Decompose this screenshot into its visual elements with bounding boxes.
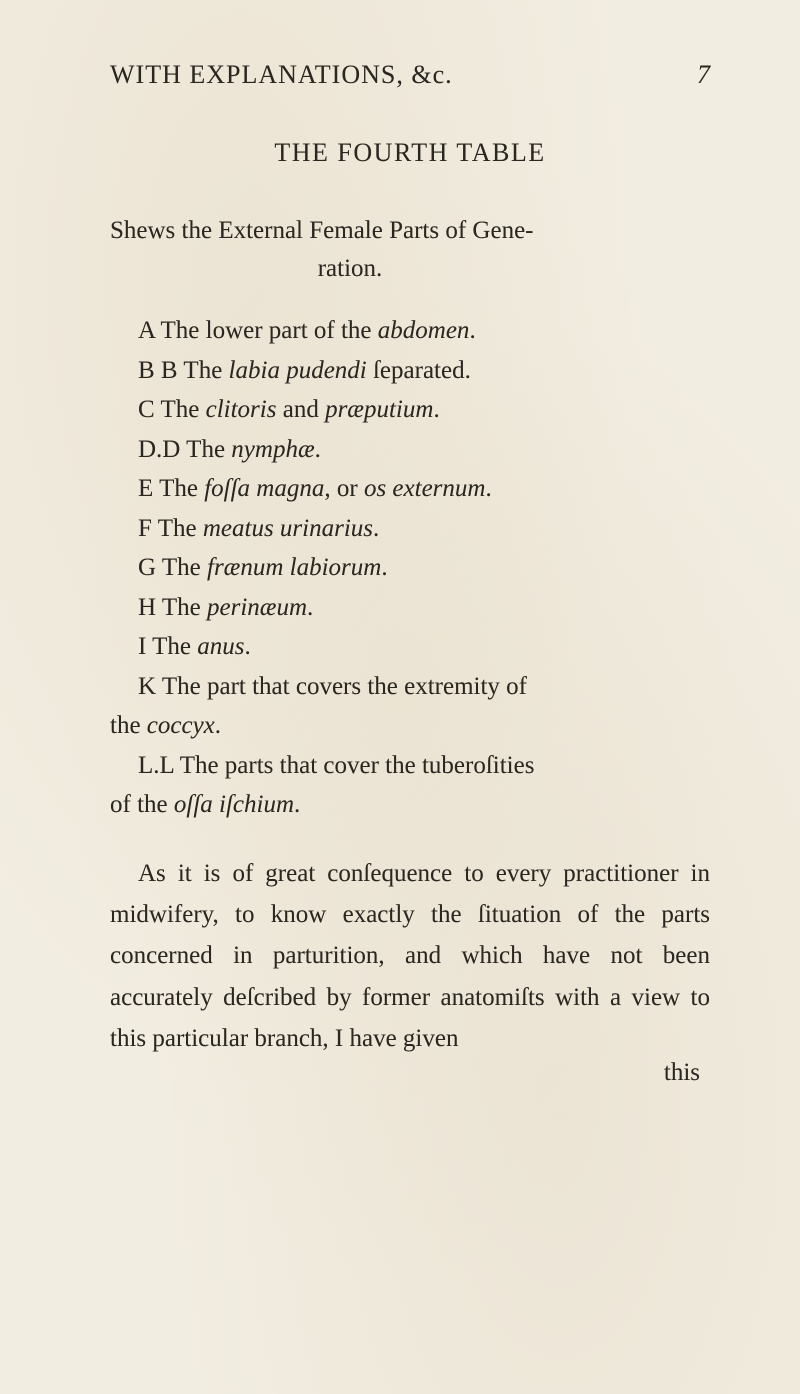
entry-f: F The meatus urinarius. — [110, 509, 710, 549]
entry-italic: perinæum — [207, 594, 307, 621]
entry-after: . — [433, 396, 439, 423]
entry-text: The parts that cover the tuberoſities — [180, 752, 535, 779]
entry-e: E The foſſa magna, or os externum. — [110, 469, 710, 509]
entry-italic: clitoris — [206, 396, 277, 423]
entry-italic: foſſa magna — [204, 475, 324, 502]
entry-label: C — [138, 396, 155, 423]
entry-label: H — [138, 594, 156, 621]
entry-cont-italic: coccyx — [147, 712, 215, 739]
entry-label: L.L — [138, 752, 174, 779]
entry-a: A The lower part of the abdomen. — [110, 311, 710, 351]
entry-text: The — [186, 436, 231, 463]
entry-label: E — [138, 475, 153, 502]
catchword: this — [110, 1059, 710, 1087]
shews-line-1: Shews the External Female Parts of Gene- — [110, 210, 710, 251]
entry-italic: anus — [197, 633, 244, 660]
entry-after: . — [315, 436, 321, 463]
entry-italic2: os externum — [364, 475, 486, 502]
entry-after: . — [373, 515, 379, 542]
entry-text: The part that covers the extremity of — [162, 673, 527, 700]
final-paragraph: As it is of great conſequence to every p… — [110, 853, 710, 1059]
entry-italic: nymphæ — [231, 436, 314, 463]
running-head: WITH EXPLANATIONS, &c. 7 — [110, 60, 710, 90]
entry-italic: abdomen — [378, 317, 470, 344]
entry-label: G — [138, 554, 156, 581]
entry-bb: B B The labia pudendi ſeparated. — [110, 351, 710, 391]
entry-mid: and — [276, 396, 325, 423]
page-number: 7 — [697, 60, 710, 90]
entry-cont-italic: oſſa iſchium — [174, 791, 294, 818]
entry-text: The — [152, 633, 197, 660]
entry-after: . — [485, 475, 491, 502]
entry-label: A — [138, 317, 155, 344]
entry-text: The — [162, 554, 207, 581]
entry-label: K — [138, 673, 156, 700]
entry-after: . — [381, 554, 387, 581]
entry-label: B B — [138, 357, 178, 384]
entry-label: D.D — [138, 436, 180, 463]
page-container: WITH EXPLANATIONS, &c. 7 THE FOURTH TABL… — [0, 0, 800, 1394]
paragraph-break — [110, 825, 710, 849]
entry-h: H The perinæum. — [110, 588, 710, 628]
entry-dd: D.D The nymphæ. — [110, 430, 710, 470]
entry-after: . — [245, 633, 251, 660]
entry-italic: meatus urinarius — [203, 515, 373, 542]
running-head-text: WITH EXPLANATIONS, &c. — [110, 60, 453, 90]
entry-text: The — [161, 396, 206, 423]
entry-label: F — [138, 515, 152, 542]
entry-after: . — [469, 317, 475, 344]
entry-ll: L.L The parts that cover the tuberoſitie… — [110, 746, 710, 786]
entry-label: I — [138, 633, 146, 660]
entry-text: The — [183, 357, 228, 384]
entry-i: I The anus. — [110, 627, 710, 667]
entry-text: The — [159, 475, 204, 502]
entry-italic2: præputium — [325, 396, 433, 423]
entry-after: . — [307, 594, 313, 621]
shews-line-2: ration. — [110, 255, 710, 283]
entry-text: The — [158, 515, 203, 542]
entry-text: The — [162, 594, 207, 621]
entry-italic: frænum labiorum — [207, 554, 381, 581]
entry-mid: , or — [324, 475, 364, 502]
entry-g: G The frænum labiorum. — [110, 548, 710, 588]
entry-italic: labia pudendi — [229, 357, 367, 384]
entry-k-cont: the coccyx. — [110, 706, 710, 746]
entry-ll-cont: of the oſſa iſchium. — [110, 785, 710, 825]
entry-after: ſeparated. — [367, 357, 471, 384]
entry-text: The lower part of the — [161, 317, 378, 344]
entry-cont-text: the — [110, 712, 147, 739]
entry-k: K The part that covers the extremity of — [110, 667, 710, 707]
table-title: THE FOURTH TABLE — [110, 138, 710, 168]
entry-cont-after: . — [215, 712, 221, 739]
entry-c: C The clitoris and præputium. — [110, 390, 710, 430]
entry-cont-text: of the — [110, 791, 174, 818]
entry-cont-after: . — [294, 791, 300, 818]
